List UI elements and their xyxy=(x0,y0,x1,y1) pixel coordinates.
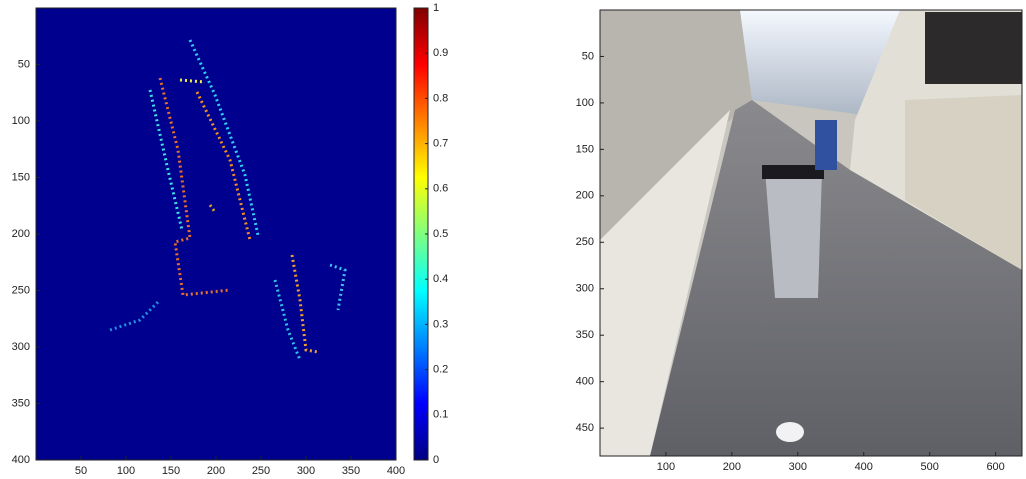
colorbar-tick-label: 0.7 xyxy=(433,138,448,150)
x-tick-label: 600 xyxy=(986,461,1004,473)
x-tick-label: 500 xyxy=(921,461,939,473)
x-tick-label: 100 xyxy=(657,461,675,473)
x-tick-label: 250 xyxy=(252,465,270,477)
axes-frame xyxy=(599,9,1023,457)
colorbar-tick-label: 0.6 xyxy=(433,183,448,195)
y-tick-label: 400 xyxy=(576,376,594,388)
colorbar-tick-label: 0.8 xyxy=(433,92,448,104)
y-tick-label: 350 xyxy=(576,329,594,341)
x-tick-label: 50 xyxy=(75,465,87,477)
colorbar-tick-label: 0.1 xyxy=(433,409,448,421)
x-tick-label: 300 xyxy=(789,461,807,473)
y-tick-label: 300 xyxy=(576,283,594,295)
y-tick-label: 100 xyxy=(12,115,30,127)
colorbar-tick-label: 0.5 xyxy=(433,228,448,240)
y-tick-label: 200 xyxy=(576,190,594,202)
x-tick-label: 150 xyxy=(162,465,180,477)
y-tick-label: 400 xyxy=(12,454,30,466)
y-tick-label: 350 xyxy=(12,397,30,409)
colorbar xyxy=(414,8,428,460)
y-tick-label: 200 xyxy=(12,228,30,240)
y-tick-label: 450 xyxy=(576,422,594,434)
x-tick-label: 200 xyxy=(207,465,225,477)
x-tick-label: 400 xyxy=(387,465,405,477)
colorbar-tick-label: 0.9 xyxy=(433,47,448,59)
y-tick-label: 50 xyxy=(582,50,594,62)
x-tick-label: 350 xyxy=(342,465,360,477)
y-tick-label: 100 xyxy=(576,97,594,109)
colorbar-tick-label: 1 xyxy=(433,2,439,14)
x-tick-label: 200 xyxy=(723,461,741,473)
x-tick-label: 400 xyxy=(855,461,873,473)
photo-image xyxy=(600,10,1022,456)
y-tick-label: 250 xyxy=(576,236,594,248)
colorbar-tick-label: 0.4 xyxy=(433,273,448,285)
y-tick-label: 50 xyxy=(18,58,30,70)
y-tick-label: 150 xyxy=(576,143,594,155)
colorbar-tick-label: 0 xyxy=(433,454,439,466)
x-tick-label: 300 xyxy=(297,465,315,477)
colorbar-tick-label: 0.2 xyxy=(433,364,448,376)
y-tick-label: 150 xyxy=(12,171,30,183)
y-tick-label: 300 xyxy=(12,341,30,353)
colorbar-tick-label: 0.3 xyxy=(433,318,448,330)
map-image xyxy=(36,8,396,460)
y-tick-label: 250 xyxy=(12,284,30,296)
x-tick-label: 100 xyxy=(117,465,135,477)
